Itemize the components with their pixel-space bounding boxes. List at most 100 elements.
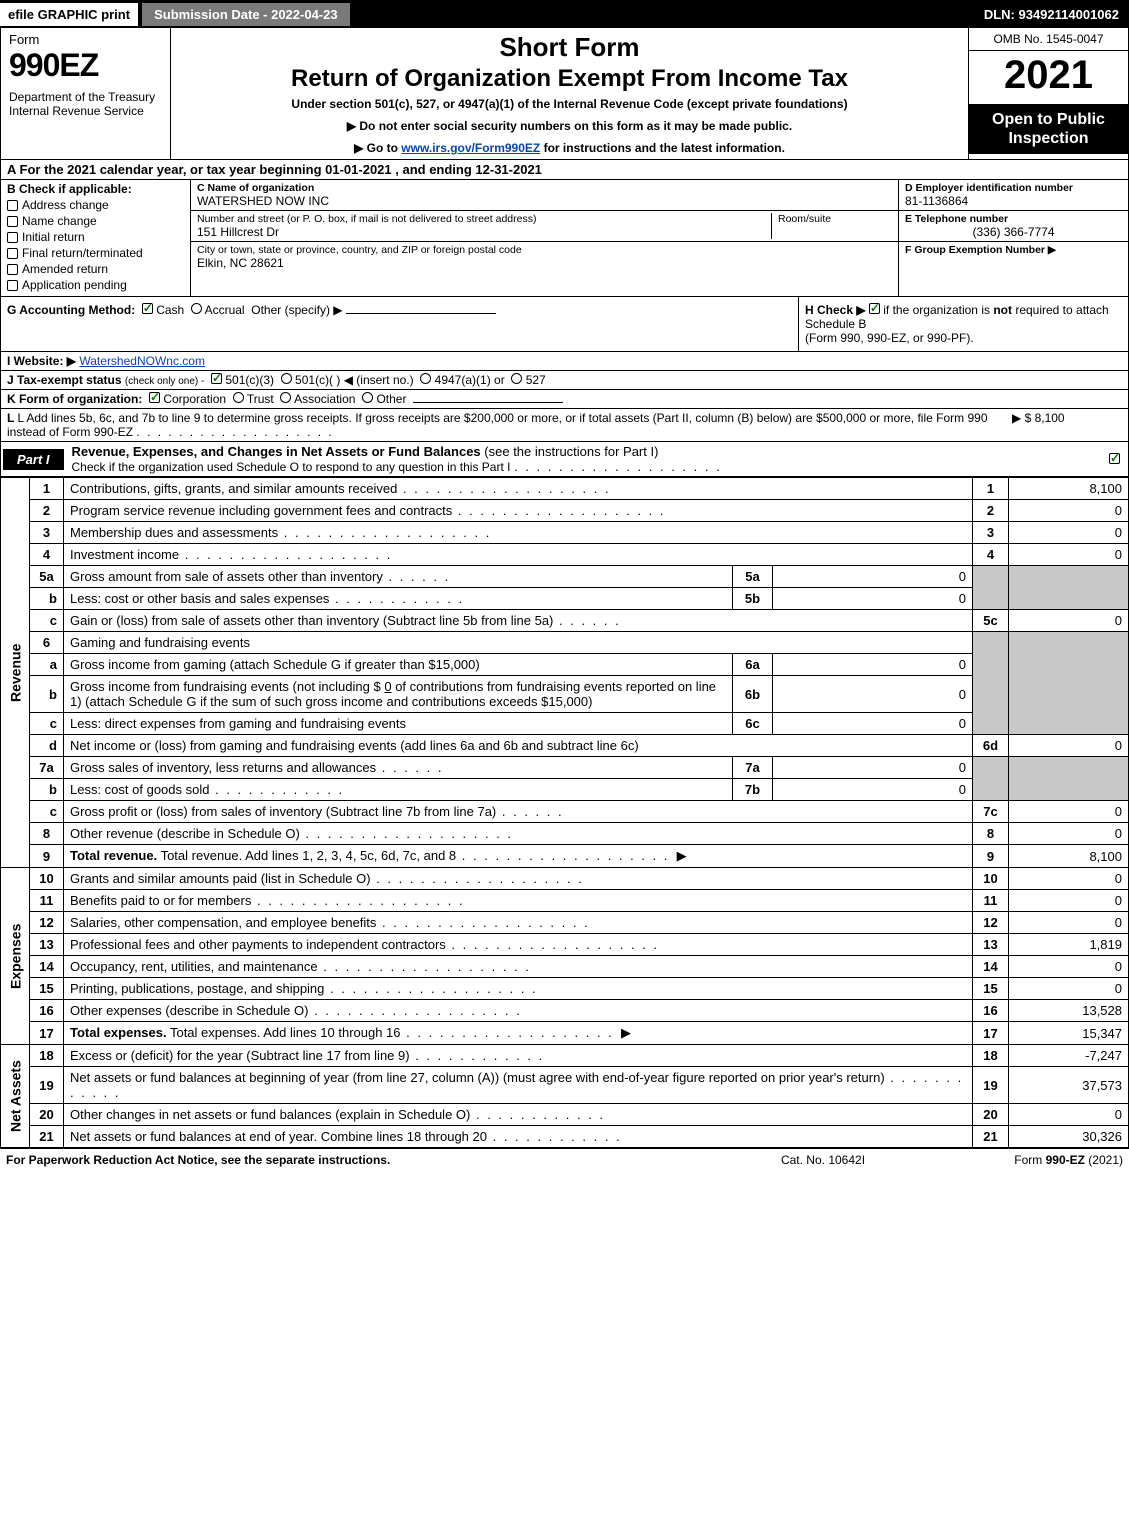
line-6c: c Less: direct expenses from gaming and …	[1, 713, 1129, 735]
form-header: Form 990EZ Department of the Treasury In…	[0, 28, 1129, 160]
chk-501c3[interactable]	[211, 373, 222, 384]
radio-accrual[interactable]	[191, 303, 202, 314]
goto-note: ▶ Go to www.irs.gov/Form990EZ for instru…	[181, 141, 958, 155]
line-3: 3 Membership dues and assessments 30	[1, 522, 1129, 544]
radio-4947[interactable]	[420, 373, 431, 384]
line-4: 4 Investment income 40	[1, 544, 1129, 566]
d-label: D Employer identification number	[905, 182, 1122, 194]
part1-tab: Part I	[3, 449, 64, 470]
line-6a: a Gross income from gaming (attach Sched…	[1, 654, 1129, 676]
do-not-note: ▶ Do not enter social security numbers o…	[181, 119, 958, 133]
line-6: 6 Gaming and fundraising events	[1, 632, 1129, 654]
efile-label: efile GRAPHIC print	[0, 3, 138, 26]
street-address: 151 Hillcrest Dr	[197, 225, 765, 239]
radio-527[interactable]	[511, 373, 522, 384]
return-title: Return of Organization Exempt From Incom…	[181, 65, 958, 93]
submission-date: Submission Date - 2022-04-23	[142, 3, 350, 26]
netassets-vertical-label: Net Assets	[1, 1045, 30, 1148]
street-label: Number and street (or P. O. box, if mail…	[197, 213, 765, 225]
radio-other-org[interactable]	[362, 392, 373, 403]
f-label: F Group Exemption Number ▶	[905, 244, 1122, 256]
footer-right: Form 990-EZ (2021)	[923, 1153, 1123, 1167]
column-def: D Employer identification number 81-1136…	[898, 180, 1128, 296]
line-19: 19 Net assets or fund balances at beginn…	[1, 1067, 1129, 1104]
row-l: L L Add lines 5b, 6c, and 7b to line 9 t…	[0, 409, 1129, 442]
expenses-vertical-label: Expenses	[1, 868, 30, 1045]
line-7c: c Gross profit or (loss) from sales of i…	[1, 801, 1129, 823]
radio-501c[interactable]	[281, 373, 292, 384]
department: Department of the Treasury Internal Reve…	[9, 90, 162, 118]
line-1: Revenue 1 Contributions, gifts, grants, …	[1, 478, 1129, 500]
org-name: WATERSHED NOW INC	[197, 194, 892, 208]
short-form-title: Short Form	[181, 32, 958, 63]
chk-schedule-o[interactable]	[1109, 453, 1120, 464]
page-footer: For Paperwork Reduction Act Notice, see …	[0, 1148, 1129, 1171]
irs-link[interactable]: www.irs.gov/Form990EZ	[401, 141, 540, 155]
h-check: H Check ▶ if the organization is not req…	[798, 297, 1128, 351]
form-number: 990EZ	[9, 47, 162, 84]
line-5a: 5a Gross amount from sale of assets othe…	[1, 566, 1129, 588]
g-accounting: G Accounting Method: Cash Accrual Other …	[1, 297, 798, 351]
line-17: 17 Total expenses. Total expenses. Add l…	[1, 1022, 1129, 1045]
chk-final-return[interactable]: Final return/terminated	[7, 246, 184, 260]
row-j: J Tax-exempt status (check only one) - 5…	[0, 371, 1129, 390]
line-7a: 7a Gross sales of inventory, less return…	[1, 757, 1129, 779]
line-8: 8 Other revenue (describe in Schedule O)…	[1, 823, 1129, 845]
line-20: 20 Other changes in net assets or fund b…	[1, 1104, 1129, 1126]
footer-left: For Paperwork Reduction Act Notice, see …	[6, 1153, 723, 1167]
section-bcd: B Check if applicable: Address change Na…	[0, 180, 1129, 297]
chk-address-change[interactable]: Address change	[7, 198, 184, 212]
row-i: I Website: ▶ WatershedNOWnc.com	[0, 352, 1129, 371]
footer-catno: Cat. No. 10642I	[723, 1153, 923, 1167]
ein: 81-1136864	[905, 194, 1122, 208]
line-11: 11 Benefits paid to or for members 110	[1, 890, 1129, 912]
chk-initial-return[interactable]: Initial return	[7, 230, 184, 244]
line-14: 14 Occupancy, rent, utilities, and maint…	[1, 956, 1129, 978]
revenue-vertical-label: Revenue	[1, 478, 30, 868]
row-k: K Form of organization: Corporation Trus…	[0, 390, 1129, 409]
form-word: Form	[9, 32, 162, 47]
line-5b: b Less: cost or other basis and sales ex…	[1, 588, 1129, 610]
open-public-badge: Open to Public Inspection	[969, 104, 1128, 154]
column-c: C Name of organization WATERSHED NOW INC…	[191, 180, 898, 296]
dln: DLN: 93492114001062	[974, 3, 1129, 26]
omb-number: OMB No. 1545-0047	[969, 28, 1128, 51]
line-10: Expenses 10 Grants and similar amounts p…	[1, 868, 1129, 890]
tax-year: 2021	[969, 51, 1128, 104]
line-12: 12 Salaries, other compensation, and emp…	[1, 912, 1129, 934]
city-label: City or town, state or province, country…	[197, 244, 892, 256]
radio-trust[interactable]	[233, 392, 244, 403]
line-6b: b Gross income from fundraising events (…	[1, 676, 1129, 713]
chk-application-pending[interactable]: Application pending	[7, 278, 184, 292]
line-2: 2 Program service revenue including gove…	[1, 500, 1129, 522]
radio-association[interactable]	[280, 392, 291, 403]
telephone: (336) 366-7774	[905, 225, 1122, 239]
c-name-label: C Name of organization	[197, 182, 892, 194]
e-label: E Telephone number	[905, 213, 1122, 225]
city-state-zip: Elkin, NC 28621	[197, 256, 892, 270]
line-13: 13 Professional fees and other payments …	[1, 934, 1129, 956]
chk-amended-return[interactable]: Amended return	[7, 262, 184, 276]
under-section: Under section 501(c), 527, or 4947(a)(1)…	[181, 97, 958, 111]
column-b: B Check if applicable: Address change Na…	[1, 180, 191, 296]
line-18: Net Assets 18 Excess or (deficit) for th…	[1, 1045, 1129, 1067]
room-label: Room/suite	[778, 213, 892, 225]
l-value: ▶ $ 8,100	[1002, 411, 1122, 439]
line-6d: d Net income or (loss) from gaming and f…	[1, 735, 1129, 757]
b-label: B Check if applicable:	[7, 182, 184, 196]
chk-corporation[interactable]	[149, 392, 160, 403]
chk-h[interactable]	[869, 303, 880, 314]
chk-cash[interactable]	[142, 303, 153, 314]
line-21: 21 Net assets or fund balances at end of…	[1, 1126, 1129, 1148]
row-gh: G Accounting Method: Cash Accrual Other …	[0, 297, 1129, 352]
lines-table: Revenue 1 Contributions, gifts, grants, …	[0, 477, 1129, 1148]
line-15: 15 Printing, publications, postage, and …	[1, 978, 1129, 1000]
website-link[interactable]: WatershedNOWnc.com	[79, 354, 205, 368]
line-9: 9 Total revenue. Total revenue. Add line…	[1, 845, 1129, 868]
line-a: A For the 2021 calendar year, or tax yea…	[0, 160, 1129, 180]
line-16: 16 Other expenses (describe in Schedule …	[1, 1000, 1129, 1022]
line-7b: b Less: cost of goods sold 7b0	[1, 779, 1129, 801]
top-bar: efile GRAPHIC print Submission Date - 20…	[0, 0, 1129, 28]
chk-name-change[interactable]: Name change	[7, 214, 184, 228]
line-5c: c Gain or (loss) from sale of assets oth…	[1, 610, 1129, 632]
